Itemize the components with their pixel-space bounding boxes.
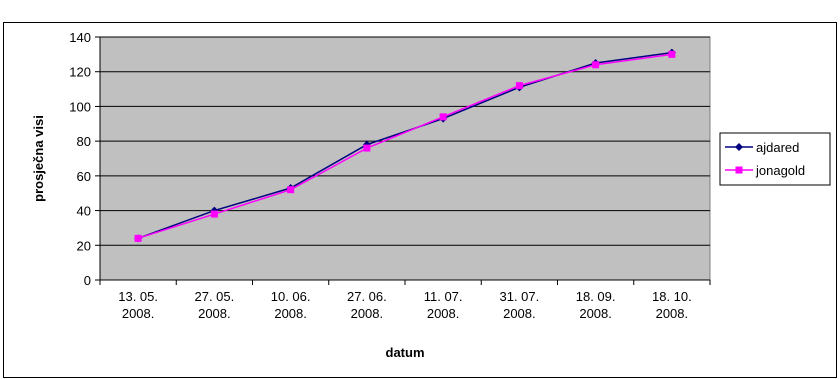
x-tick-label: 13. 05. 2008. bbox=[118, 289, 158, 321]
x-tick-label: 27. 05. 2008. bbox=[194, 289, 234, 321]
x-tick-label: 18. 09. 2008. bbox=[576, 289, 616, 321]
x-axis-title: datum bbox=[386, 345, 425, 360]
x-tick-label: 10. 06. 2008. bbox=[271, 289, 311, 321]
legend-marker bbox=[735, 143, 743, 151]
series-line bbox=[137, 53, 672, 240]
plot-area bbox=[99, 36, 711, 281]
data-point bbox=[210, 210, 218, 218]
data-point bbox=[668, 50, 676, 58]
series-line bbox=[137, 51, 672, 240]
y-axis-title: prosječna visi bbox=[31, 115, 46, 202]
data-point bbox=[439, 113, 447, 121]
data-point bbox=[363, 144, 371, 152]
y-tick-labels: 0 20 40 60 80 100 120 140 bbox=[69, 30, 91, 288]
y-tick-label: 20 bbox=[77, 238, 91, 253]
data-point bbox=[592, 61, 600, 69]
y-tick-label: 100 bbox=[69, 99, 91, 114]
gridlines bbox=[95, 36, 710, 281]
series bbox=[134, 48, 676, 243]
legend-item: ajdared bbox=[725, 140, 799, 155]
legend-box bbox=[719, 132, 831, 186]
x-tick-label: 18. 10. 2008. bbox=[652, 289, 692, 321]
x-tick-label: 11. 07. 2008. bbox=[424, 289, 463, 321]
y-tick-label: 140 bbox=[69, 30, 91, 45]
y-tick-label: 0 bbox=[84, 273, 91, 288]
legend: ajdared jonagold bbox=[719, 132, 831, 186]
y-tick-label: 40 bbox=[77, 204, 91, 219]
data-point bbox=[134, 234, 142, 242]
legend-item: jonagold bbox=[725, 163, 805, 178]
x-tick-labels: 13. 05. 2008. 27. 05. 2008. 10. 06. 2008. 27. … bbox=[118, 289, 692, 321]
axes bbox=[99, 37, 711, 285]
data-point bbox=[287, 186, 295, 194]
legend-label: jonagold bbox=[755, 163, 805, 178]
y-tick-label: 80 bbox=[77, 134, 91, 149]
legend-marker bbox=[735, 166, 743, 174]
data-point bbox=[515, 82, 523, 90]
legend-label: ajdared bbox=[756, 140, 799, 155]
x-tick-label: 27. 06. 2008. bbox=[347, 289, 387, 321]
x-tick-label: 31. 07. 2008. bbox=[499, 289, 539, 321]
series-jonagold bbox=[134, 50, 676, 242]
y-tick-label: 120 bbox=[69, 65, 91, 80]
y-tick-label: 60 bbox=[77, 169, 91, 184]
